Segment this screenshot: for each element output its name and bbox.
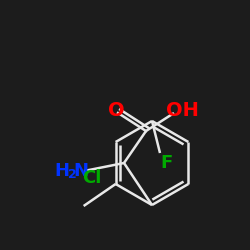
Text: F: F [160, 154, 172, 172]
Text: H: H [54, 162, 70, 180]
Text: O: O [108, 102, 124, 120]
Text: 2: 2 [68, 168, 76, 180]
Text: N: N [74, 162, 88, 180]
Text: Cl: Cl [82, 169, 101, 187]
Text: OH: OH [166, 102, 198, 120]
